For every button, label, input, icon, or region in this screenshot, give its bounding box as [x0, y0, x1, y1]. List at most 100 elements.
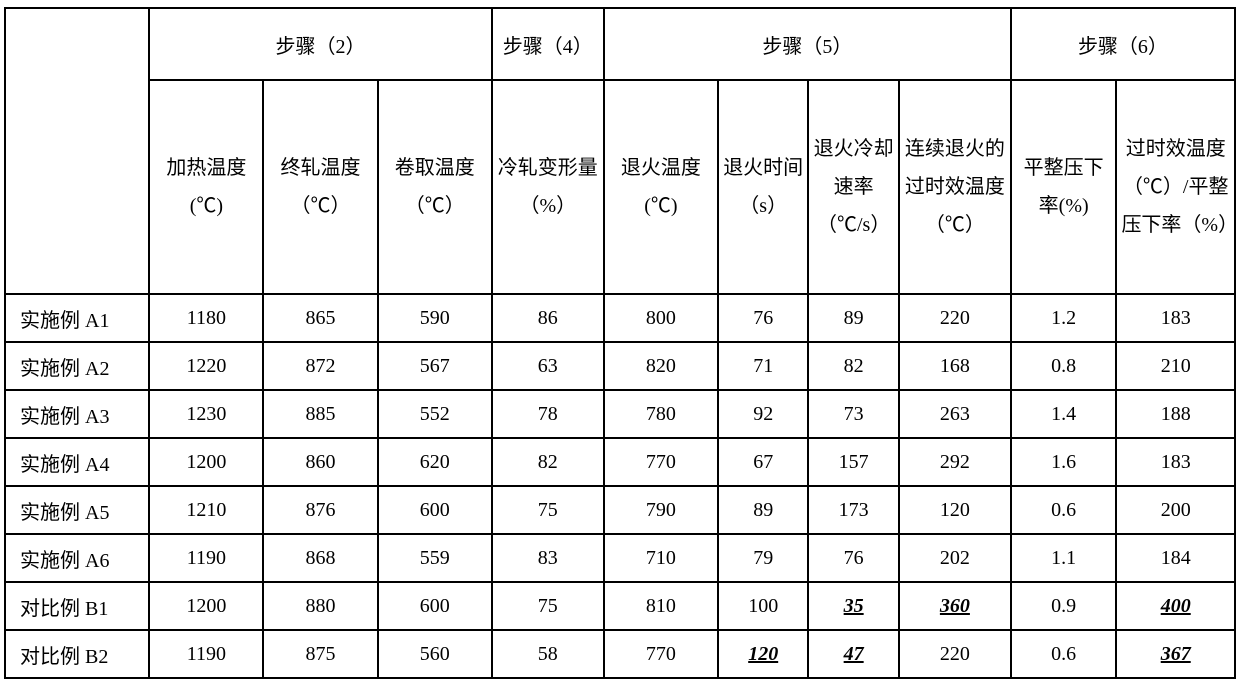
- cell-value: 47: [808, 630, 898, 678]
- cell-value: 770: [604, 630, 718, 678]
- cell-value: 865: [263, 294, 377, 342]
- emphasized-value: 120: [748, 643, 778, 665]
- cell-value: 58: [492, 630, 604, 678]
- cell-value: 71: [718, 342, 808, 390]
- cell-value: 76: [718, 294, 808, 342]
- cell-value: 0.9: [1011, 582, 1117, 630]
- header-group-step5: 步骤（5）: [604, 8, 1011, 80]
- cell-value: 210: [1116, 342, 1235, 390]
- col-overage-temp-ca: 连续退火的过时效温度（℃）: [899, 80, 1011, 294]
- cell-value: 1.6: [1011, 438, 1117, 486]
- cell-value: 220: [899, 630, 1011, 678]
- cell-value: 79: [718, 534, 808, 582]
- cell-value: 82: [492, 438, 604, 486]
- cell-value: 860: [263, 438, 377, 486]
- cell-value: 810: [604, 582, 718, 630]
- cell-value: 1190: [149, 630, 263, 678]
- col-anneal-temp: 退火温度(℃): [604, 80, 718, 294]
- cell-value: 86: [492, 294, 604, 342]
- cell-value: 875: [263, 630, 377, 678]
- cell-value: 188: [1116, 390, 1235, 438]
- cell-value: 92: [718, 390, 808, 438]
- header-sub-row: 加热温度(℃) 终轧温度（℃） 卷取温度（℃） 冷轧变形量（%） 退火温度(℃)…: [5, 80, 1235, 294]
- cell-value: 76: [808, 534, 898, 582]
- cell-value: 183: [1116, 438, 1235, 486]
- cell-value: 1220: [149, 342, 263, 390]
- data-table: 步骤（2） 步骤（4） 步骤（5） 步骤（6） 加热温度(℃) 终轧温度（℃） …: [4, 7, 1236, 679]
- header-group-step2: 步骤（2）: [149, 8, 491, 80]
- header-group-step4: 步骤（4）: [492, 8, 604, 80]
- cell-value: 220: [899, 294, 1011, 342]
- cell-value: 75: [492, 582, 604, 630]
- row-label: 实施例 A5: [5, 486, 149, 534]
- table-row: 实施例 A312308855527878092732631.4188: [5, 390, 1235, 438]
- cell-value: 567: [378, 342, 492, 390]
- table-row: 实施例 A111808655908680076892201.2183: [5, 294, 1235, 342]
- row-label: 实施例 A6: [5, 534, 149, 582]
- cell-value: 1.1: [1011, 534, 1117, 582]
- cell-value: 876: [263, 486, 377, 534]
- emphasized-value: 35: [844, 595, 864, 617]
- row-label: 实施例 A4: [5, 438, 149, 486]
- cell-value: 1230: [149, 390, 263, 438]
- col-anneal-cool-rate: 退火冷却速率（℃/s）: [808, 80, 898, 294]
- cell-value: 600: [378, 582, 492, 630]
- cell-value: 184: [1116, 534, 1235, 582]
- row-label: 实施例 A2: [5, 342, 149, 390]
- emphasized-value: 360: [940, 595, 970, 617]
- cell-value: 872: [263, 342, 377, 390]
- cell-value: 0.6: [1011, 630, 1117, 678]
- cell-value: 82: [808, 342, 898, 390]
- cell-value: 868: [263, 534, 377, 582]
- cell-value: 1.2: [1011, 294, 1117, 342]
- table-row: 对比例 B2119087556058770 120 47 2200.6367: [5, 630, 1235, 678]
- col-temper-reduction: 平整压下率(%): [1011, 80, 1117, 294]
- cell-value: 1180: [149, 294, 263, 342]
- cell-value: 710: [604, 534, 718, 582]
- cell-value: 1200: [149, 438, 263, 486]
- cell-value: 360: [899, 582, 1011, 630]
- header-group-row: 步骤（2） 步骤（4） 步骤（5） 步骤（6）: [5, 8, 1235, 80]
- cell-value: 620: [378, 438, 492, 486]
- cell-value: 885: [263, 390, 377, 438]
- cell-value: 67: [718, 438, 808, 486]
- cell-value: 173: [808, 486, 898, 534]
- cell-value: 1200: [149, 582, 263, 630]
- cell-value: 367: [1116, 630, 1235, 678]
- cell-value: 78: [492, 390, 604, 438]
- cell-value: 35: [808, 582, 898, 630]
- cell-value: 89: [808, 294, 898, 342]
- cell-value: 75: [492, 486, 604, 534]
- cell-value: 183: [1116, 294, 1235, 342]
- cell-value: 552: [378, 390, 492, 438]
- cell-value: 120: [899, 486, 1011, 534]
- cell-value: 400: [1116, 582, 1235, 630]
- data-table-container: 步骤（2） 步骤（4） 步骤（5） 步骤（6） 加热温度(℃) 终轧温度（℃） …: [4, 7, 1236, 679]
- table-row: 对比例 B1120088060075810100353600.9400: [5, 582, 1235, 630]
- emphasized-value: 400: [1161, 595, 1191, 617]
- cell-value: 780: [604, 390, 718, 438]
- emphasized-value: 47: [844, 643, 864, 665]
- cell-value: 73: [808, 390, 898, 438]
- row-label: 对比例 B1: [5, 582, 149, 630]
- cell-value: 168: [899, 342, 1011, 390]
- cell-value: 89: [718, 486, 808, 534]
- col-coiling-temp: 卷取温度（℃）: [378, 80, 492, 294]
- cell-value: 263: [899, 390, 1011, 438]
- cell-value: 0.6: [1011, 486, 1117, 534]
- col-overage-ratio: 过时效温度（℃）/平整压下率（%）: [1116, 80, 1235, 294]
- cell-value: 770: [604, 438, 718, 486]
- col-heating-temp: 加热温度(℃): [149, 80, 263, 294]
- col-anneal-time: 退火时间（s）: [718, 80, 808, 294]
- cell-value: 157: [808, 438, 898, 486]
- row-label: 实施例 A1: [5, 294, 149, 342]
- cell-value: 120: [718, 630, 808, 678]
- cell-value: 200: [1116, 486, 1235, 534]
- row-label: 对比例 B2: [5, 630, 149, 678]
- table-row: 实施例 A212208725676382071821680.8210: [5, 342, 1235, 390]
- cell-value: 100: [718, 582, 808, 630]
- cell-value: 590: [378, 294, 492, 342]
- data-table-body: 实施例 A111808655908680076892201.2183实施例 A2…: [5, 294, 1235, 678]
- cell-value: 560: [378, 630, 492, 678]
- cell-value: 790: [604, 486, 718, 534]
